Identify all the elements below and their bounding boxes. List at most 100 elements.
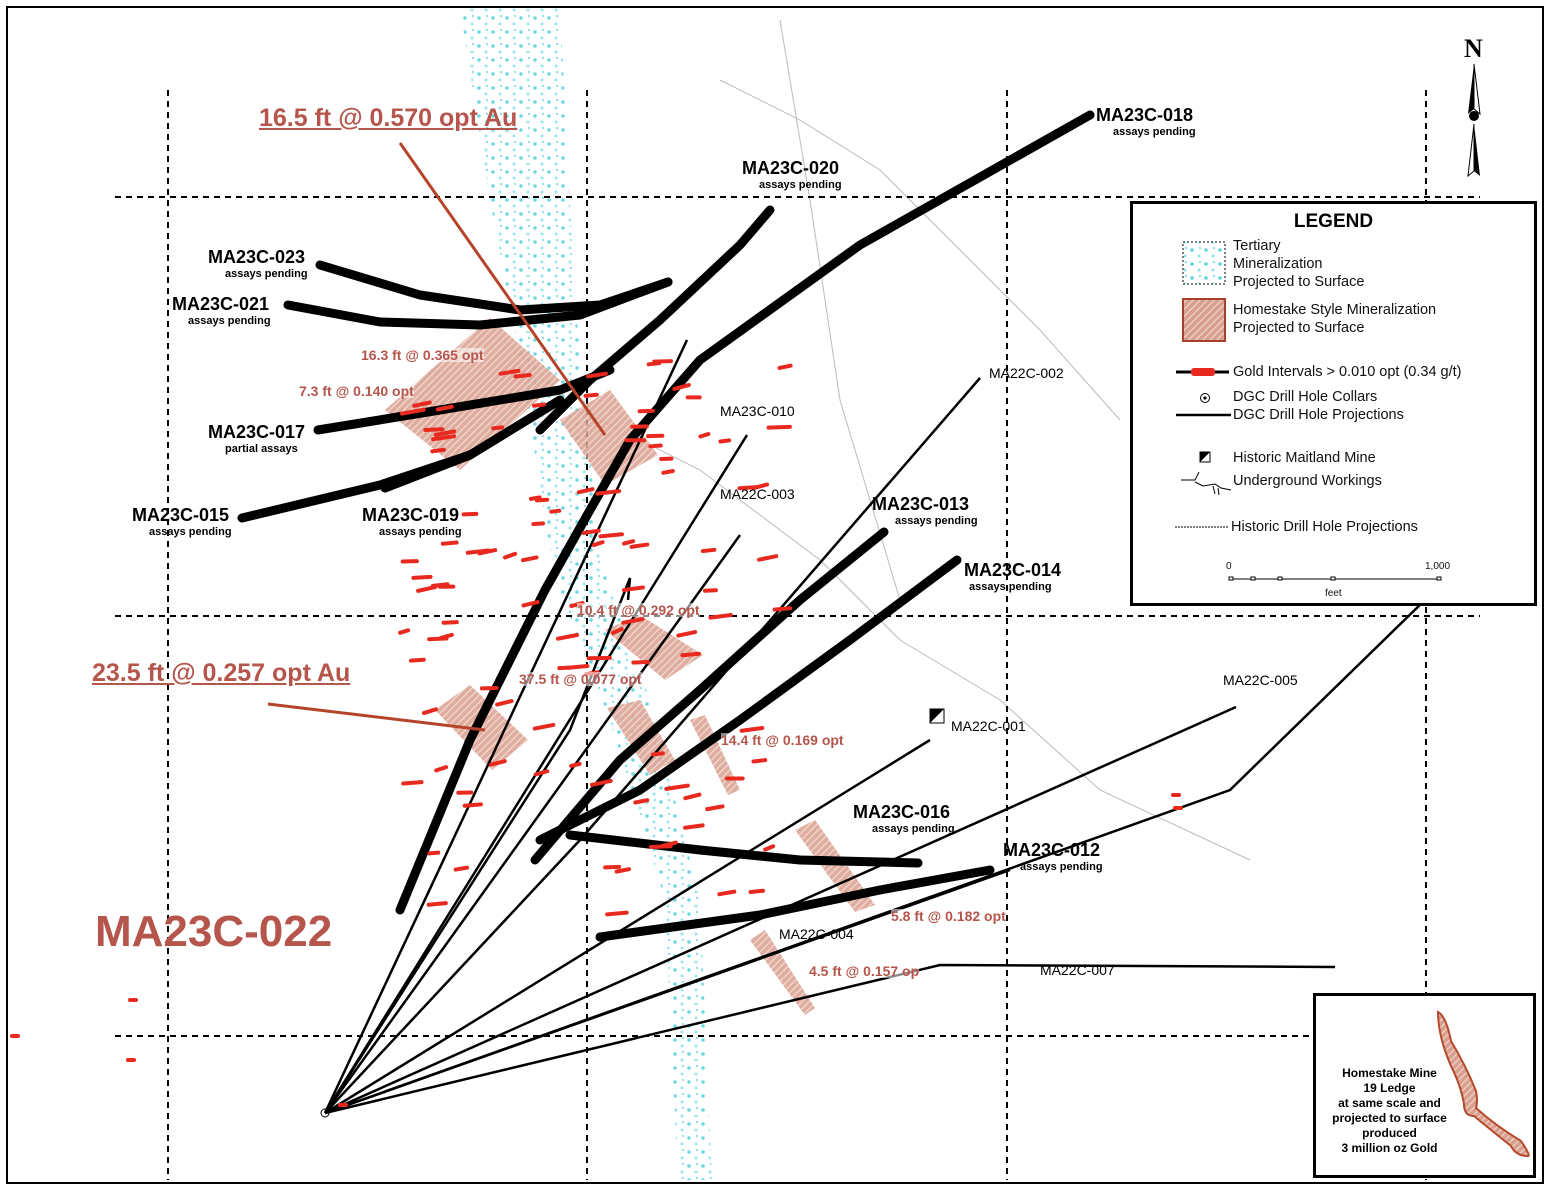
gold-interval	[605, 910, 629, 917]
gold-interval	[498, 368, 521, 376]
gold-interval	[718, 438, 732, 444]
gold-interval	[431, 434, 457, 442]
gold-interval	[664, 783, 690, 791]
gold-interval	[430, 447, 446, 454]
drill-hole-thin	[323, 534, 742, 1114]
gold-interval	[683, 792, 702, 801]
historic-hole-label: MA22C-007	[1040, 962, 1115, 978]
gold-interval	[495, 699, 514, 707]
gold-interval	[528, 495, 542, 501]
drill-hole-status: assays pending	[969, 581, 1052, 593]
tertiary-band	[460, 8, 712, 1180]
drill-hole-status: assays pending	[872, 823, 955, 835]
homestake-inset: Homestake Mine 19 Ledge at same scale an…	[1313, 993, 1536, 1178]
gold-interval	[698, 432, 711, 439]
gold-interval	[708, 612, 733, 620]
gold-interval	[440, 540, 459, 546]
gold-interval	[610, 627, 624, 635]
gold-interval	[438, 632, 454, 640]
gold-interval	[399, 407, 426, 416]
drill-hole-thick	[395, 110, 1095, 915]
drill-hole-thick	[530, 527, 889, 865]
homestake-zone	[435, 685, 528, 770]
drill-hole-status: assays pending	[1020, 861, 1103, 873]
gold-interval	[462, 802, 483, 808]
drill-hole-status: assays pending	[1113, 126, 1196, 138]
drill-hole-label: MA23C-016	[853, 802, 951, 822]
workings-icon	[1181, 471, 1232, 496]
gold-interval	[739, 726, 765, 733]
homestake-zone	[605, 615, 703, 680]
scale-unit: feet	[1325, 588, 1342, 599]
mine-square-icon	[1199, 451, 1211, 463]
legend-label: Historic Maitland Mine	[1233, 450, 1376, 466]
drill-hole-label: MA23C-015	[132, 505, 230, 525]
gold-interval	[421, 707, 439, 716]
north-arrow-icon	[1467, 63, 1481, 178]
intercept-label: 16.3 ft @ 0.365 opt	[361, 347, 484, 363]
gold-interval	[434, 765, 449, 773]
legend-label: DGC Drill Hole Projections	[1233, 407, 1404, 423]
legend-label: Homestake Style Mineralization Projected…	[1233, 302, 1437, 336]
drill-hole-thick	[380, 450, 475, 493]
drill-hole-thin	[324, 963, 1336, 1115]
gold-interval	[660, 840, 678, 848]
gold-interval	[621, 617, 645, 625]
legend-label: DGC Drill Hole Collars	[1233, 389, 1378, 405]
gold-interval	[581, 528, 601, 535]
gold-interval	[477, 548, 498, 556]
headline-intercept: 16.5 ft @ 0.570 opt Au	[259, 104, 518, 132]
homestake-zone	[560, 390, 658, 485]
headline-intercept: 23.5 ft @ 0.257 opt Au	[92, 659, 351, 687]
drill-hole-status: assays pending	[379, 526, 462, 538]
gold-interval	[631, 659, 650, 665]
gold-interval	[513, 373, 532, 379]
gold-interval	[772, 606, 793, 612]
scale-bar	[1228, 576, 1442, 581]
gold-interval	[763, 844, 776, 852]
intercept-label: 37.5 ft @ 0.077 opt	[519, 671, 642, 687]
north-arrow: N	[1458, 34, 1490, 184]
gold-interval	[614, 867, 631, 874]
gold-interval	[502, 551, 518, 560]
drill-hole-thick	[565, 830, 923, 868]
intercept-label: 10.4 ft @ 0.292 opt	[577, 602, 700, 618]
homestake-zone	[690, 715, 740, 795]
homestake-zone	[750, 930, 815, 1015]
gold-interval	[737, 485, 759, 491]
drill-hole-thin	[323, 339, 689, 1114]
gold-interval	[398, 628, 411, 635]
gold-interval	[426, 901, 448, 907]
callout-arrow	[398, 142, 607, 436]
tertiary-mineralization-band	[460, 8, 712, 1180]
north-label: N	[1464, 34, 1483, 63]
legend: LEGEND Tertiary Mineralization Projected…	[1130, 201, 1537, 606]
legend-label: Gold Intervals > 0.010 opt (0.34 g/t)	[1233, 364, 1462, 380]
gold-interval	[751, 758, 768, 764]
historic-hole-label: MA22C-005	[1223, 672, 1298, 688]
gold-interval	[676, 630, 698, 638]
gold-interval	[433, 429, 457, 437]
callout-arrow	[267, 702, 486, 732]
intercept-label: 7.3 ft @ 0.140 opt	[299, 383, 414, 399]
gold-interval	[534, 497, 550, 503]
gold-interval	[423, 427, 445, 432]
gold-interval	[531, 521, 546, 527]
gold-interval	[521, 600, 540, 608]
gold-interval	[748, 888, 765, 894]
inset-text: Homestake Mine 19 Ledge at same scale an…	[1332, 1066, 1447, 1155]
historic-hole-label: MA22C-002	[989, 365, 1064, 381]
scale-max: 1,000	[1425, 561, 1451, 572]
intercept-label: 14.4 ft @ 0.169 opt	[721, 732, 844, 748]
intercept-label: 4.5 ft @ 0.157 op	[809, 963, 920, 979]
gold-interval	[576, 487, 595, 495]
gold-interval	[569, 761, 582, 768]
drill-hole-thin	[324, 738, 931, 1115]
legend-label: Underground Workings	[1233, 473, 1382, 489]
tertiary-pattern-icon	[1182, 241, 1226, 285]
drill-hole-projections-thick	[237, 110, 1095, 942]
gold-interval	[717, 889, 737, 897]
gold-interval	[757, 554, 779, 562]
gold-interval	[661, 468, 675, 475]
gold-interval	[549, 508, 562, 514]
